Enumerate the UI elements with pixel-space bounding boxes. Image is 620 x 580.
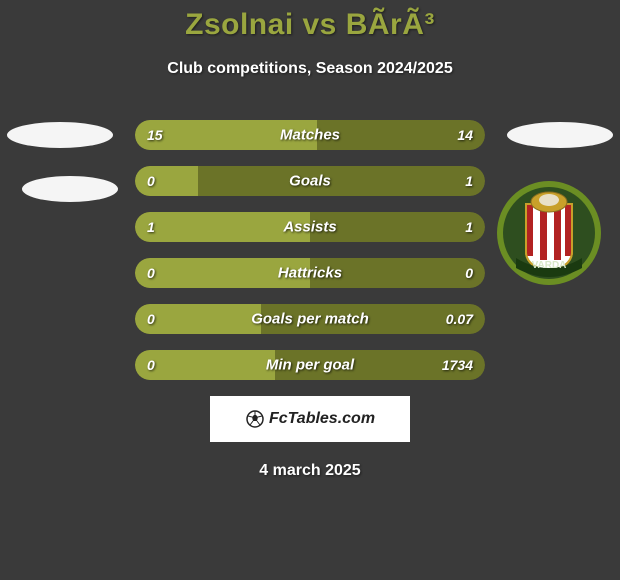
- stat-label: Matches: [135, 127, 485, 144]
- stat-label: Hattricks: [135, 265, 485, 282]
- stat-value-right: 1: [465, 219, 473, 235]
- stat-value-right: 1734: [442, 357, 473, 373]
- stat-bars: 15Matches140Goals11Assists10Hattricks00G…: [135, 120, 485, 380]
- stat-label: Min per goal: [135, 357, 485, 374]
- comparison-infographic: Zsolnai vs BÃ­rÃ³ Club competitions, Sea…: [0, 0, 620, 480]
- stat-value-right: 1: [465, 173, 473, 189]
- stat-label: Goals: [135, 173, 485, 190]
- stat-label: Assists: [135, 219, 485, 236]
- stat-row: 0Hattricks0: [135, 258, 485, 288]
- stat-row: 15Matches14: [135, 120, 485, 150]
- stat-value-right: 14: [457, 127, 473, 143]
- player-left-placeholder-1: [7, 122, 113, 148]
- player-left-placeholder-2: [22, 176, 118, 202]
- stat-row: 0Goals1: [135, 166, 485, 196]
- stat-row: 0Goals per match0.07: [135, 304, 485, 334]
- attribution-badge: FcTables.com: [210, 396, 410, 442]
- soccer-ball-icon: [245, 409, 265, 429]
- stat-value-right: 0: [465, 265, 473, 281]
- stat-row: 0Min per goal1734: [135, 350, 485, 380]
- stat-value-right: 0.07: [446, 311, 473, 327]
- player-right-placeholder: [507, 122, 613, 148]
- stat-row: 1Assists1: [135, 212, 485, 242]
- page-title: Zsolnai vs BÃ­rÃ³: [0, 8, 620, 42]
- club-badge-right: VARDA: [496, 180, 602, 286]
- subtitle: Club competitions, Season 2024/2025: [0, 60, 620, 78]
- svg-text:VARDA: VARDA: [532, 260, 567, 271]
- attribution-text: FcTables.com: [269, 410, 375, 428]
- date-text: 4 march 2025: [0, 462, 620, 480]
- stat-label: Goals per match: [135, 311, 485, 328]
